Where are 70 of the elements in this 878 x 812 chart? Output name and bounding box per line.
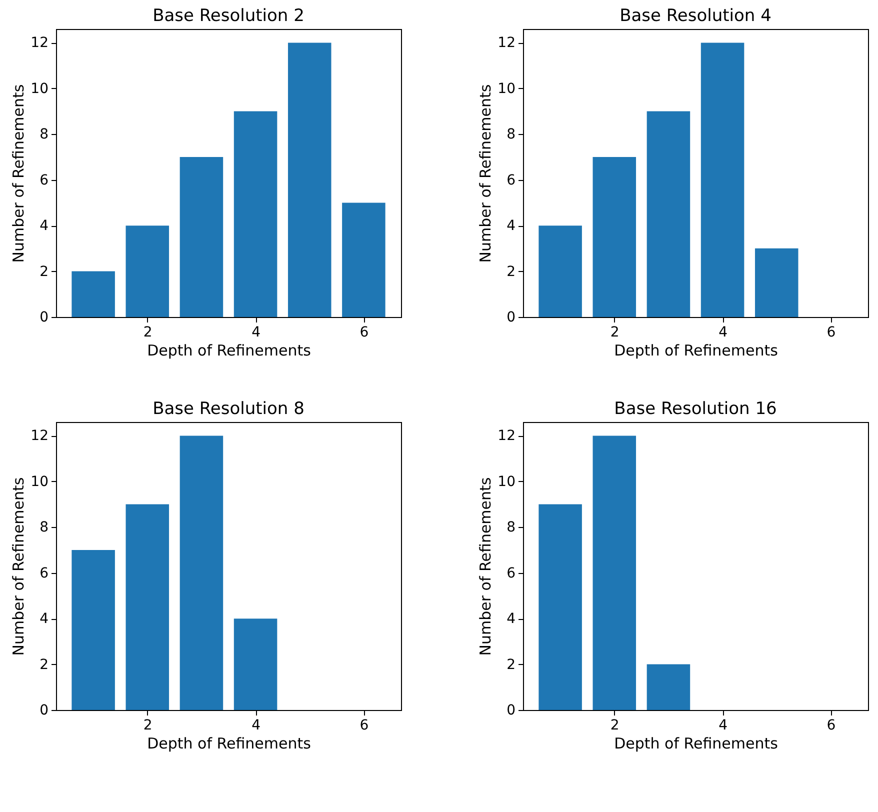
y-tick-label: 2 bbox=[40, 656, 48, 673]
y-tick-label: 12 bbox=[498, 35, 516, 52]
y-tick-label: 10 bbox=[498, 80, 516, 97]
y-tick-label: 0 bbox=[40, 702, 48, 718]
x-tick-label: 4 bbox=[718, 718, 728, 734]
bar bbox=[234, 618, 278, 710]
y-tick-label: 0 bbox=[40, 310, 48, 326]
y-tick-label: 4 bbox=[506, 611, 516, 628]
chart-title: Base Resolution 16 bbox=[614, 399, 777, 419]
bar bbox=[592, 157, 636, 317]
x-tick-label: 6 bbox=[360, 324, 369, 340]
x-tick-label: 4 bbox=[252, 718, 261, 734]
bar bbox=[180, 157, 224, 317]
x-tick-label: 2 bbox=[143, 718, 152, 734]
y-tick-label: 12 bbox=[498, 428, 516, 444]
x-axis-title: Depth of Refinements bbox=[147, 342, 312, 360]
bar bbox=[342, 202, 386, 317]
bar bbox=[646, 111, 690, 317]
x-tick-label: 6 bbox=[826, 324, 836, 340]
y-tick-label: 12 bbox=[30, 428, 48, 444]
y-tick-label: 4 bbox=[40, 611, 49, 628]
y-tick-label: 2 bbox=[40, 264, 48, 280]
bar bbox=[72, 271, 115, 317]
y-tick-label: 10 bbox=[30, 474, 48, 490]
x-tick-label: 4 bbox=[252, 324, 261, 340]
x-axis-title: Depth of Refinements bbox=[614, 342, 778, 360]
bar bbox=[538, 226, 582, 317]
y-tick-label: 8 bbox=[506, 520, 516, 536]
chart-title: Base Resolution 4 bbox=[620, 6, 772, 26]
x-tick-label: 6 bbox=[360, 718, 369, 734]
y-axis-title: Number of Refinements bbox=[476, 84, 495, 263]
x-tick-label: 2 bbox=[143, 324, 152, 340]
x-axis-title: Depth of Refinements bbox=[614, 734, 778, 752]
y-tick-label: 8 bbox=[506, 126, 516, 143]
y-tick-label: 0 bbox=[506, 310, 516, 326]
y-axis-title: Number of Refinements bbox=[10, 84, 28, 263]
x-tick-label: 2 bbox=[610, 718, 620, 734]
bar bbox=[538, 504, 582, 710]
y-axis-title: Number of Refinements bbox=[476, 477, 495, 656]
y-tick-label: 6 bbox=[506, 565, 516, 582]
y-tick-label: 2 bbox=[506, 264, 516, 280]
y-tick-label: 2 bbox=[506, 656, 516, 673]
bar bbox=[288, 42, 332, 317]
bar bbox=[126, 226, 170, 317]
y-tick-label: 10 bbox=[498, 474, 516, 490]
y-tick-label: 6 bbox=[40, 565, 49, 582]
bar bbox=[754, 248, 798, 317]
y-tick-label: 12 bbox=[30, 35, 48, 52]
chart-title: Base Resolution 2 bbox=[152, 6, 304, 26]
chart-title: Base Resolution 8 bbox=[152, 399, 304, 419]
bar bbox=[72, 550, 115, 710]
bar bbox=[592, 436, 636, 710]
bar bbox=[234, 111, 278, 317]
y-tick-label: 4 bbox=[40, 218, 49, 234]
x-tick-label: 4 bbox=[718, 324, 728, 340]
bar bbox=[646, 664, 690, 710]
y-tick-label: 8 bbox=[40, 520, 48, 536]
bar bbox=[126, 504, 170, 710]
y-tick-label: 0 bbox=[506, 702, 516, 718]
y-tick-label: 4 bbox=[506, 218, 516, 234]
x-axis-title: Depth of Refinements bbox=[147, 734, 312, 752]
y-tick-label: 8 bbox=[40, 126, 48, 143]
bar bbox=[180, 436, 224, 710]
x-tick-label: 6 bbox=[826, 718, 836, 734]
bar bbox=[700, 42, 744, 317]
y-tick-label: 10 bbox=[30, 80, 48, 97]
y-axis-title: Number of Refinements bbox=[10, 477, 28, 656]
y-tick-label: 6 bbox=[40, 172, 49, 188]
x-tick-label: 2 bbox=[610, 324, 620, 340]
y-tick-label: 6 bbox=[506, 172, 516, 188]
